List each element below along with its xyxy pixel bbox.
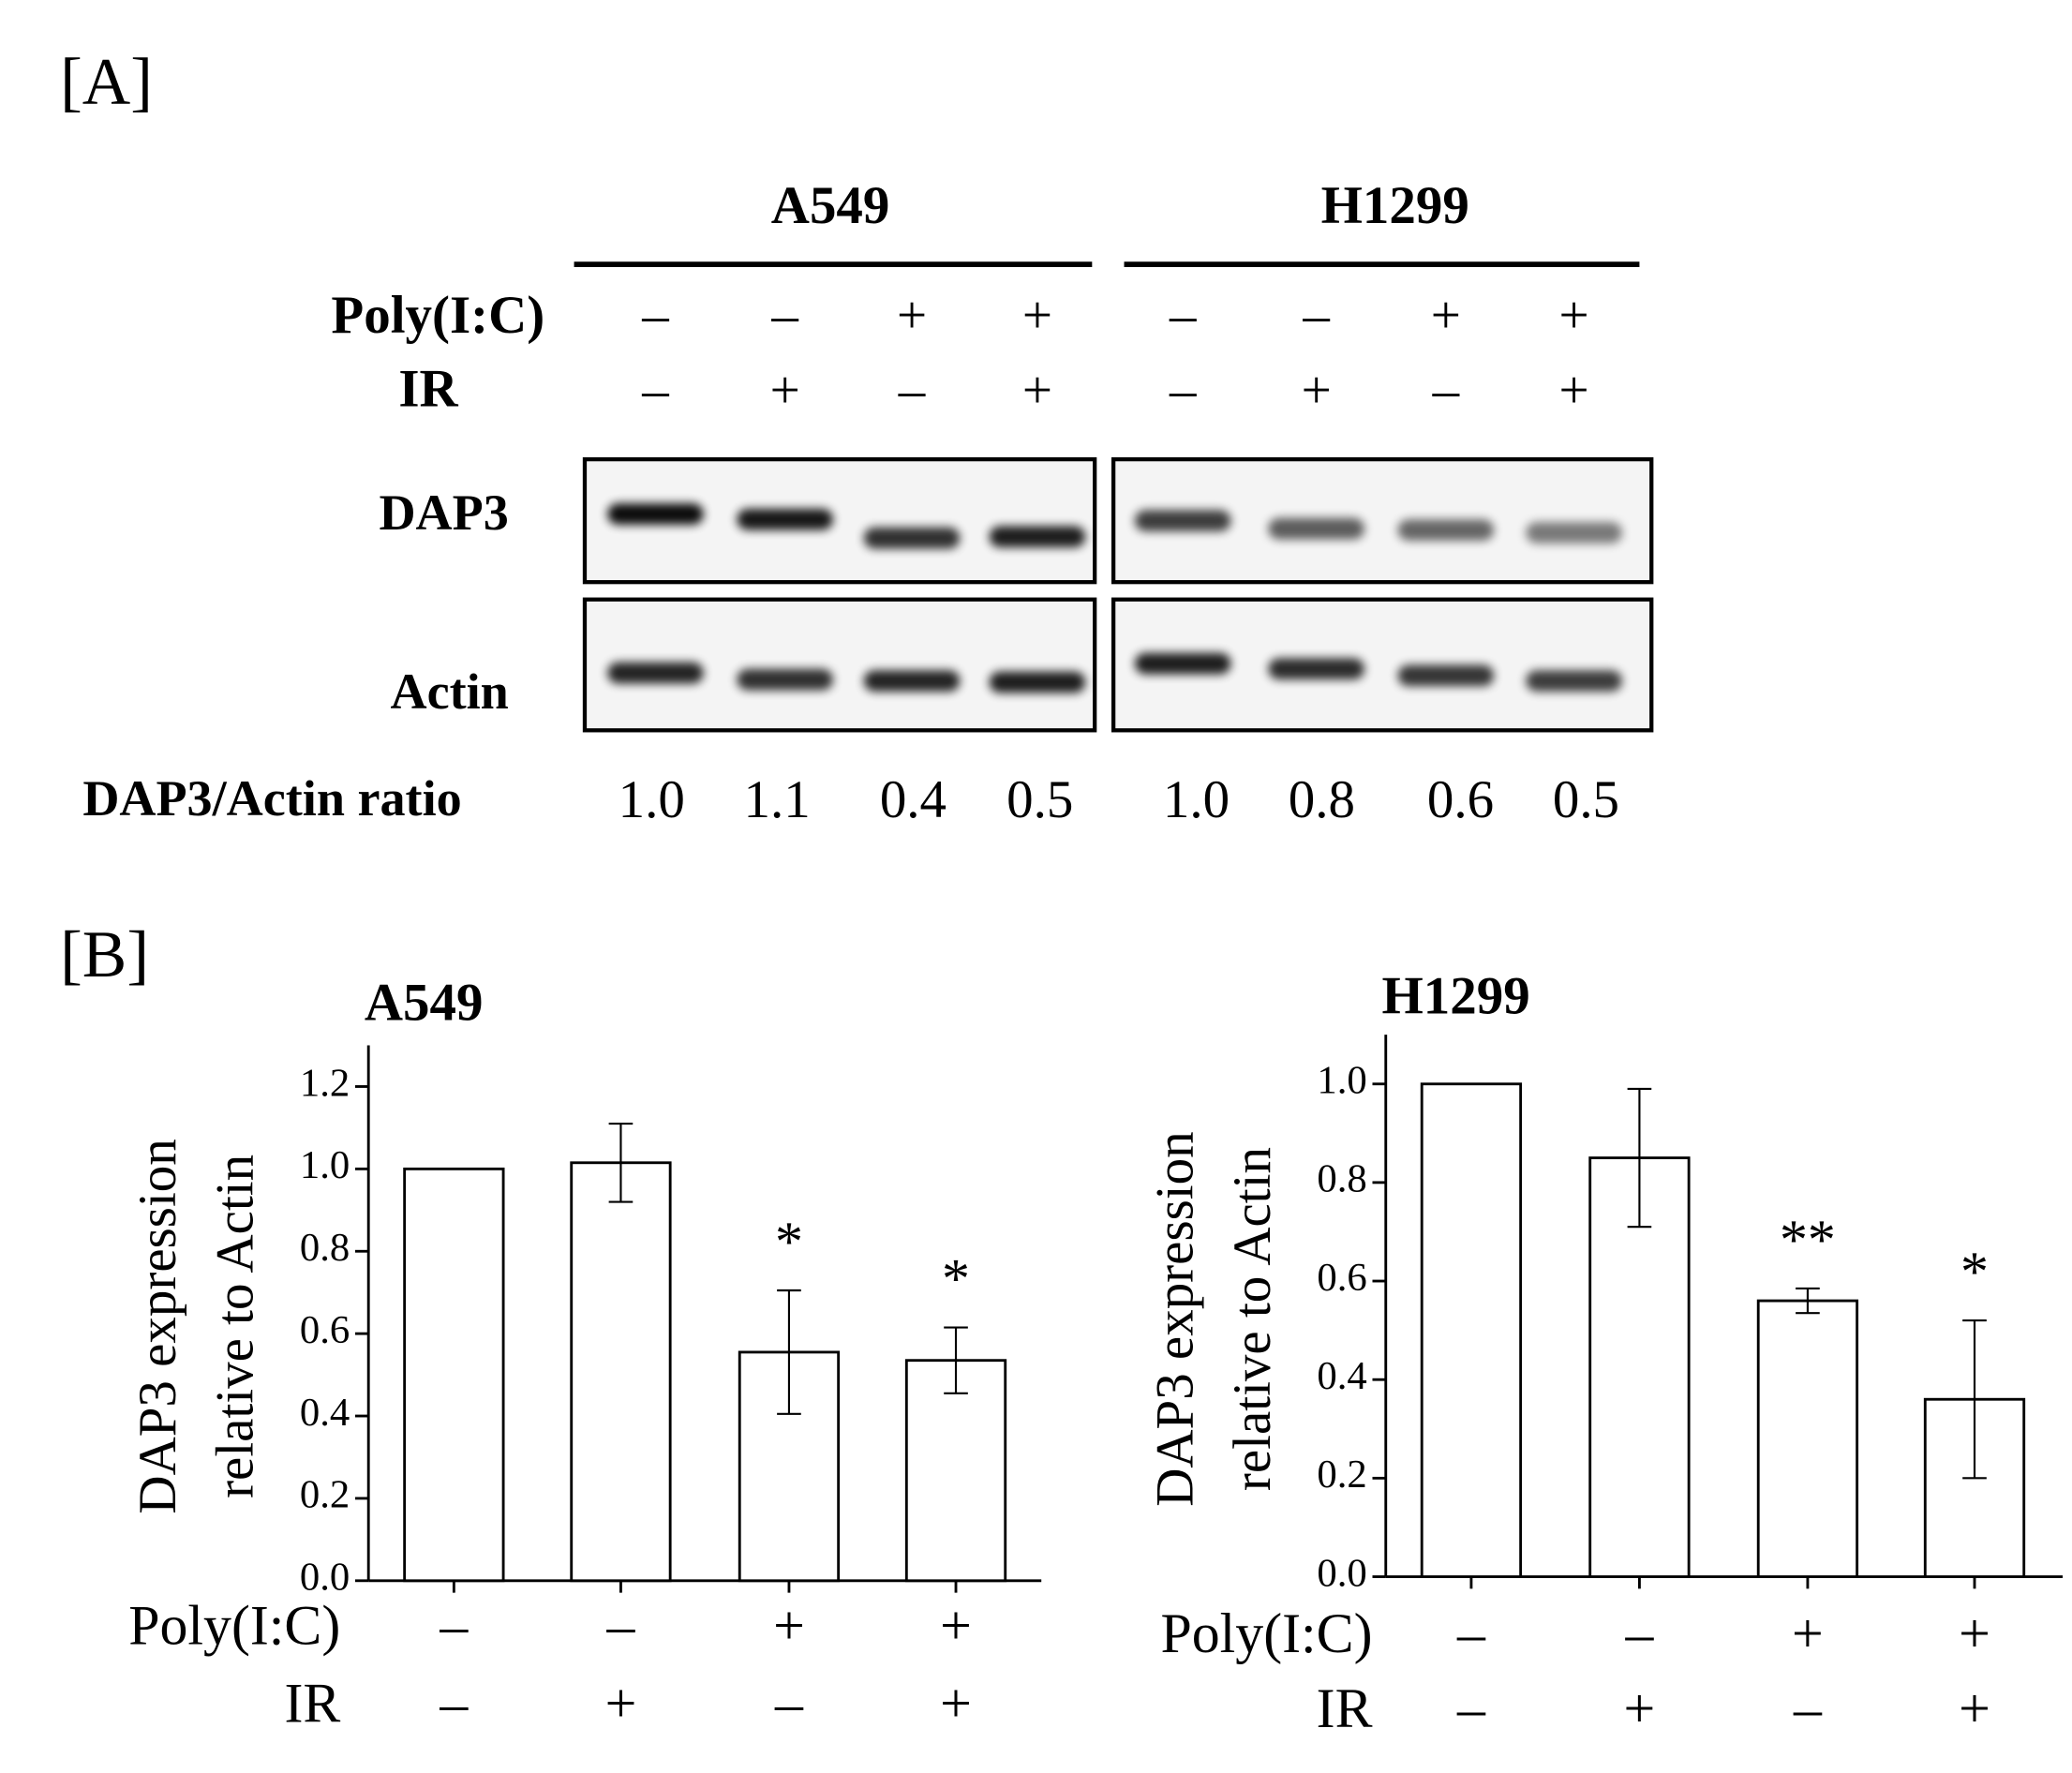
sign: + — [1302, 361, 1332, 420]
ratio: 0.6 — [1427, 770, 1494, 829]
x-sign: + — [1624, 1677, 1656, 1739]
y-tick-label: 0.8 — [1317, 1157, 1366, 1201]
blot-label: DAP3 — [379, 484, 508, 541]
blot-label: Actin — [390, 663, 508, 720]
band — [989, 526, 1086, 548]
x-row-label: IR — [284, 1672, 340, 1734]
x-sign: – — [774, 1672, 804, 1734]
ratio-label: DAP3/Actin ratio — [82, 770, 461, 827]
y-tick-label: 0.4 — [300, 1391, 350, 1435]
band — [1268, 658, 1364, 680]
x-sign: + — [605, 1672, 637, 1734]
sign: – — [770, 286, 798, 345]
sign: – — [1302, 286, 1330, 345]
cell-line: H1299 — [1321, 176, 1469, 235]
significance: ** — [1780, 1209, 1836, 1271]
blot-box — [582, 456, 1097, 585]
x-row-label: IR — [1317, 1677, 1373, 1739]
bar — [403, 1167, 505, 1583]
x-sign: + — [940, 1672, 972, 1734]
y-tick-label: 0.0 — [1317, 1551, 1366, 1595]
y-tick-label: 1.2 — [300, 1061, 350, 1105]
sign: + — [1559, 286, 1589, 345]
bar — [904, 1359, 1007, 1583]
row-label: IR — [398, 359, 458, 418]
x-sign: – — [605, 1595, 635, 1657]
x-sign: – — [439, 1672, 469, 1734]
band — [989, 671, 1086, 693]
y-tick-label: 1.0 — [1317, 1059, 1366, 1103]
ratio: 0.8 — [1289, 770, 1355, 829]
band — [863, 527, 961, 549]
y-tick-label: 0.2 — [300, 1473, 350, 1517]
x-row-label: Poly(I:C) — [128, 1595, 340, 1657]
sign: – — [641, 286, 669, 345]
ratio: 0.4 — [880, 770, 947, 829]
sign: + — [1431, 286, 1461, 345]
row-label: Poly(I:C) — [331, 286, 544, 345]
x-sign: + — [1792, 1602, 1824, 1664]
sign: – — [1169, 286, 1197, 345]
band — [1526, 522, 1622, 544]
y-tick-label: 0.6 — [1317, 1256, 1366, 1300]
y-tick-label: 0.6 — [300, 1308, 350, 1352]
x-sign: – — [1456, 1677, 1486, 1739]
band — [1134, 510, 1231, 532]
x-row-label: Poly(I:C) — [1160, 1602, 1372, 1664]
sign: – — [1169, 361, 1197, 420]
x-sign: + — [773, 1595, 805, 1657]
y-tick-label: 0.2 — [1317, 1453, 1366, 1497]
y-axis-label: DAP3 expression — [128, 1139, 187, 1513]
y-tick-label: 1.0 — [300, 1143, 350, 1187]
x-sign: – — [1793, 1677, 1823, 1739]
x-sign: + — [1959, 1677, 1990, 1739]
sign: – — [641, 361, 669, 420]
sign: – — [898, 361, 926, 420]
y-axis-label: relative to Actin — [206, 1155, 265, 1498]
significance: * — [775, 1211, 803, 1273]
sign: + — [1559, 361, 1589, 420]
ratio: 1.1 — [744, 770, 811, 829]
x-sign: + — [940, 1595, 972, 1657]
band — [1397, 664, 1495, 687]
significance: * — [1960, 1241, 1989, 1303]
chart-title: H1299 — [1381, 967, 1529, 1026]
y-tick-label: 0.0 — [300, 1556, 350, 1600]
band — [1268, 517, 1364, 540]
y-axis-label: DAP3 expression — [1145, 1131, 1204, 1506]
y-axis-label: relative to Actin — [1223, 1147, 1282, 1491]
x-sign: – — [1456, 1602, 1486, 1664]
ratio: 1.0 — [1163, 770, 1230, 829]
band — [1134, 652, 1231, 675]
band — [607, 662, 704, 684]
band — [737, 508, 833, 530]
y-tick-label: 0.4 — [1317, 1354, 1366, 1398]
sign: + — [770, 361, 800, 420]
ratio: 1.0 — [619, 770, 685, 829]
panel-label: [B] — [60, 918, 149, 991]
significance: * — [942, 1248, 970, 1310]
band — [607, 503, 704, 525]
x-sign: – — [439, 1595, 469, 1657]
panel-label: [A] — [60, 45, 153, 118]
sign: + — [897, 286, 927, 345]
band — [1526, 670, 1622, 693]
bar — [1420, 1082, 1523, 1578]
x-sign: + — [1959, 1602, 1990, 1664]
band — [863, 670, 961, 693]
y-tick-label: 0.8 — [300, 1226, 350, 1270]
sign: – — [1432, 361, 1460, 420]
bar — [570, 1161, 672, 1583]
cell-line: A549 — [771, 176, 890, 235]
band — [1397, 519, 1495, 542]
bar — [1756, 1299, 1859, 1578]
x-sign: – — [1624, 1602, 1654, 1664]
ratio: 0.5 — [1553, 770, 1619, 829]
chart-title: A549 — [365, 974, 484, 1033]
band — [737, 668, 833, 691]
ratio: 0.5 — [1006, 770, 1073, 829]
sign: + — [1022, 286, 1052, 345]
sign: + — [1022, 361, 1052, 420]
